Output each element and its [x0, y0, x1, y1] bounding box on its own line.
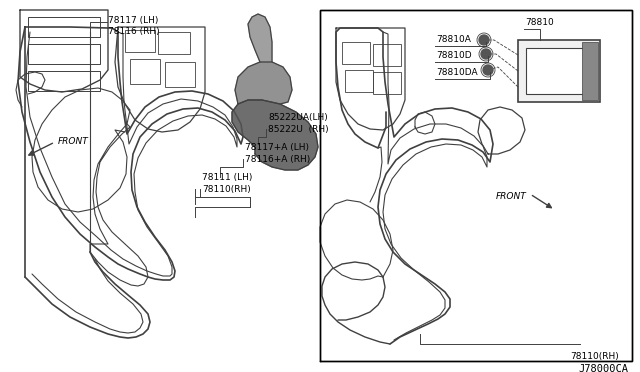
Bar [582, 42, 598, 100]
Text: 78117+A (LH): 78117+A (LH) [245, 143, 309, 152]
Bar [28, 17, 100, 37]
Bar [320, 10, 632, 361]
Text: FRONT: FRONT [496, 192, 527, 201]
Text: 85222U  (RH): 85222U (RH) [268, 125, 328, 134]
Text: 78810A: 78810A [436, 35, 471, 44]
Bar [28, 71, 100, 91]
Bar [125, 30, 155, 52]
Text: 78810: 78810 [525, 18, 554, 27]
Circle shape [483, 65, 493, 75]
Text: 78110(RH): 78110(RH) [570, 352, 619, 361]
Circle shape [481, 49, 491, 59]
Text: 78117 (LH): 78117 (LH) [108, 16, 158, 25]
Text: 78116+A (RH): 78116+A (RH) [245, 155, 310, 164]
Bar [130, 59, 160, 84]
Bar [342, 42, 370, 64]
Text: 78810D: 78810D [436, 51, 472, 60]
Text: 78110(RH): 78110(RH) [202, 185, 251, 194]
Bar [526, 48, 590, 94]
Text: 78116 (RH): 78116 (RH) [108, 27, 159, 36]
Circle shape [479, 35, 489, 45]
Bar [165, 62, 195, 87]
Bar [345, 70, 373, 92]
Text: 78111 (LH): 78111 (LH) [202, 173, 252, 182]
Polygon shape [248, 14, 272, 62]
Bar [28, 44, 100, 64]
Polygon shape [232, 100, 318, 170]
Text: 78810DA: 78810DA [436, 68, 477, 77]
Text: FRONT: FRONT [58, 138, 89, 147]
Bar [373, 72, 401, 94]
Text: 85222UA(LH): 85222UA(LH) [268, 113, 328, 122]
Text: J78000CA: J78000CA [578, 364, 628, 372]
Bar [373, 44, 401, 66]
Polygon shape [235, 62, 292, 104]
Bar [518, 40, 600, 102]
Bar [158, 32, 190, 54]
